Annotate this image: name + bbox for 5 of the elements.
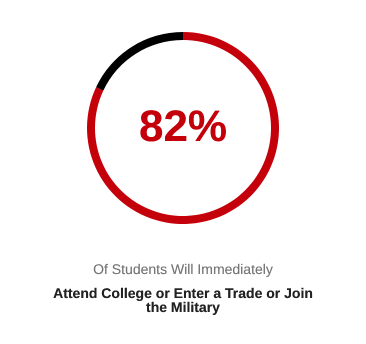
donut-slice: [96, 32, 183, 91]
data-label: 82%: [138, 102, 228, 151]
text: Of Students Will Immediately: [93, 261, 273, 277]
donut-slice: [87, 32, 279, 224]
text: Attend College or Enter a Trade or Join the Military: [53, 285, 313, 315]
